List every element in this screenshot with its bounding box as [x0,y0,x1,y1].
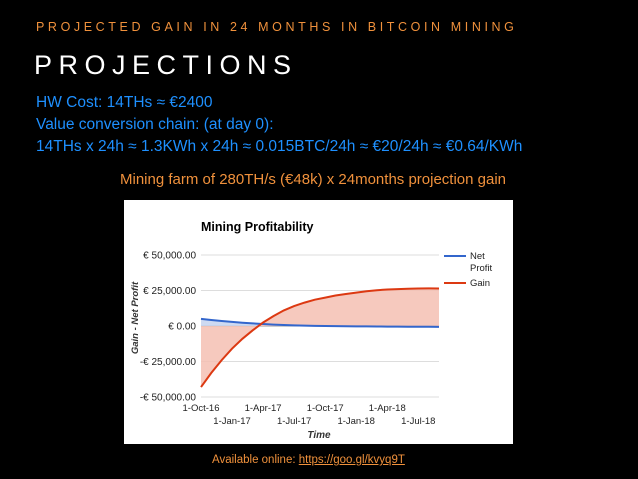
chart-title: Mining Profitability [201,220,314,234]
series-line-net-profit [200,317,440,328]
x-tick-label: 1-Jan-18 [337,416,375,427]
x-axis-label: Time [307,430,331,441]
value-chain-text: 14THs x 24h ≈ 1.3KWh x 24h ≈ 0.015BTC/24… [36,138,523,155]
farm-caption: Mining farm of 280TH/s (€48k) x 24months… [120,171,507,188]
y-tick-label: € 0.00 [168,322,196,333]
legend-label-gain: Gain [470,278,490,289]
x-tick-label: 1-Jan-17 [213,416,251,427]
hw-cost-text: HW Cost: 14THs ≈ €2400 [36,94,213,111]
y-tick-label: -€ 50,000.00 [140,393,197,404]
x-tick-label: 1-Jul-18 [401,416,435,427]
series-line-gain [200,287,440,388]
value-chain-intro: Value conversion chain: (at day 0): [36,116,274,133]
chart-legend: Net Profit Gain [444,251,493,289]
x-tick-labels: 1-Oct-16 1-Apr-17 1-Oct-17 1-Apr-18 1-Jan-17… [183,403,436,427]
x-tick-label: 1-Apr-17 [245,403,282,414]
x-tick-label: 1-Oct-17 [307,403,344,414]
y-tick-label: -€ 25,000.00 [140,357,197,368]
x-tick-label: 1-Jul-17 [277,416,311,427]
chart-series [200,287,440,388]
footer-prefix: Available online: [212,454,299,466]
mining-profitability-chart: Mining Profitability € 50,000.00 € 25,000… [130,220,493,441]
slide-subtitle: PROJECTED GAIN IN 24 MONTHS IN BITCOIN M… [36,20,518,34]
y-axis-label: Gain - Net Profit [130,281,141,354]
series-area-gain [201,288,439,388]
chart-container: Mining Profitability € 50,000.00 € 25,000… [124,200,513,444]
y-tick-label: € 25,000.00 [143,286,196,297]
footer-note: Available online: https://goo.gl/kvyq9T [212,454,405,466]
slide-title: PROJECTIONS [34,50,298,80]
x-tick-label: 1-Oct-16 [183,403,220,414]
footer-link[interactable]: https://goo.gl/kvyq9T [298,454,405,466]
y-tick-label: € 50,000.00 [143,251,196,262]
x-tick-label: 1-Apr-18 [369,403,406,414]
y-tick-labels: € 50,000.00 € 25,000.00 € 0.00 -€ 25,000.00… [140,251,197,404]
legend-label-net-profit: Net Profit [470,251,493,274]
